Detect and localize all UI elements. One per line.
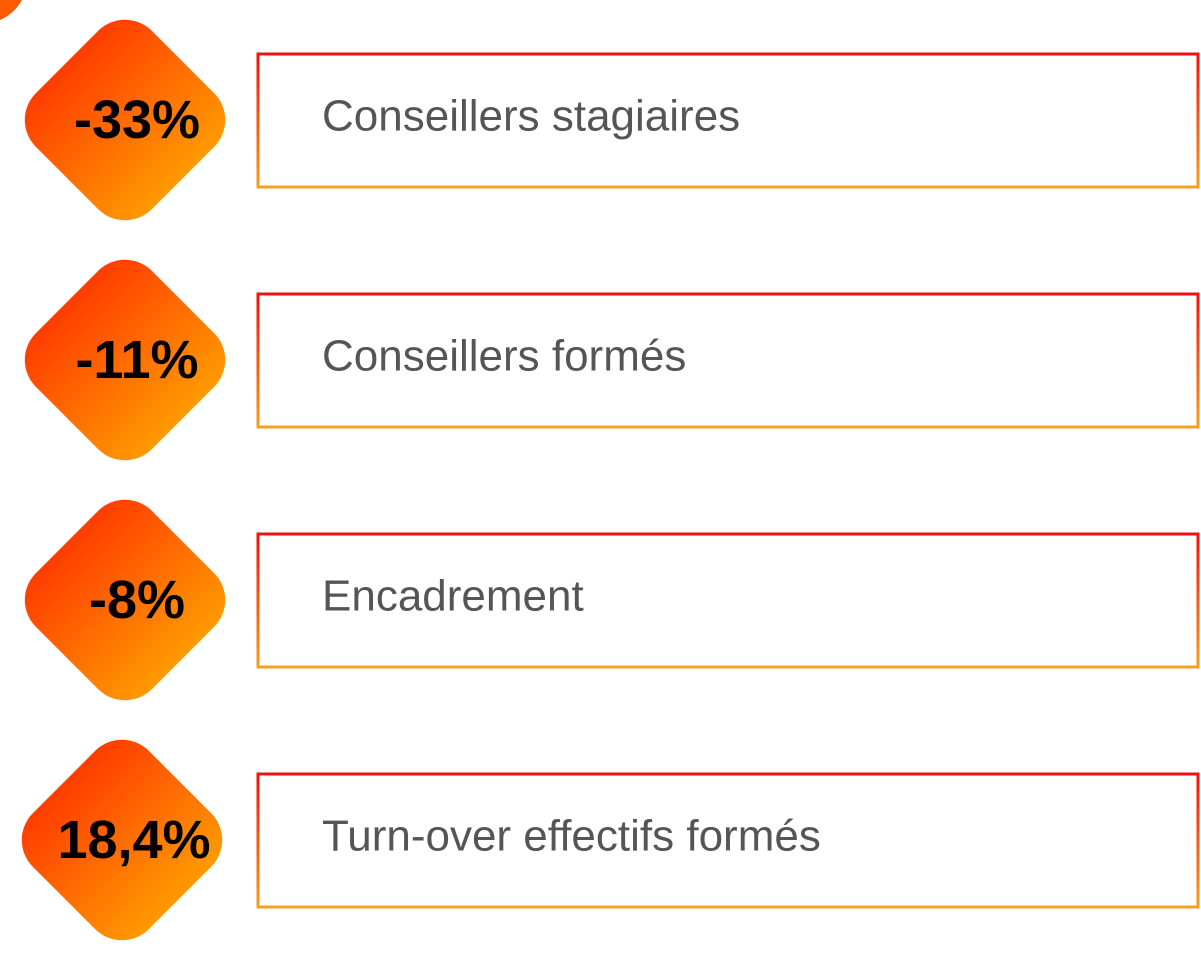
diamond xyxy=(24,259,226,461)
label-box xyxy=(256,532,1200,669)
value-text: -8% xyxy=(89,570,185,630)
label-box xyxy=(256,772,1200,909)
label-text: Conseillers stagiaires xyxy=(322,92,740,141)
item: 18,4% Turn-over effectifs formés xyxy=(21,739,1200,941)
label-text: Encadrement xyxy=(322,572,584,621)
diamond xyxy=(24,19,226,221)
value-text: -11% xyxy=(75,330,198,390)
label-text: Conseillers formés xyxy=(322,332,686,381)
diamond xyxy=(21,739,223,941)
item: -8% Encadrement xyxy=(24,499,1200,701)
value-text: 18,4% xyxy=(57,810,210,870)
value-text: -33% xyxy=(74,90,200,150)
item: -33% Conseillers stagiaires xyxy=(24,19,1200,221)
label-text: Turn-over effectifs formés xyxy=(322,812,821,861)
diamond xyxy=(24,499,226,701)
item: -11% Conseillers formés xyxy=(24,259,1200,461)
label-box xyxy=(256,292,1200,429)
label-box xyxy=(256,52,1200,189)
corner-shape xyxy=(0,0,22,20)
